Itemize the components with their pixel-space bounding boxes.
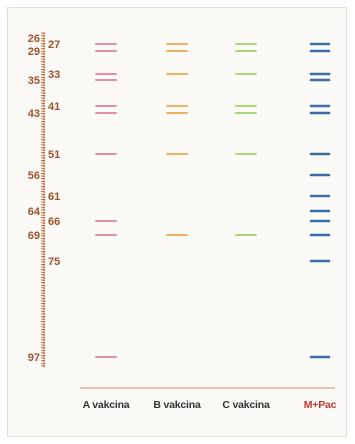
left-scale-label: 29 bbox=[28, 46, 40, 58]
left-scale-label: 97 bbox=[28, 352, 40, 364]
lane-label: B vakcina bbox=[153, 399, 201, 411]
diagram-panel bbox=[7, 7, 347, 437]
left-scale-label: 26 bbox=[28, 33, 40, 45]
right-scale-label: 33 bbox=[48, 69, 60, 81]
lane-label: M+Pac bbox=[303, 399, 337, 411]
left-scale-label: 69 bbox=[28, 230, 40, 242]
right-scale-label: 75 bbox=[48, 256, 60, 268]
left-scale-label: 56 bbox=[28, 170, 40, 182]
right-scale-label: 61 bbox=[48, 191, 60, 203]
left-scale-label: 43 bbox=[28, 108, 40, 120]
left-scale-label: 35 bbox=[28, 75, 40, 87]
lane-label: A vakcina bbox=[82, 399, 130, 411]
right-scale-label: 51 bbox=[48, 149, 60, 161]
right-scale-label: 27 bbox=[48, 39, 60, 51]
right-scale-label: 41 bbox=[48, 101, 60, 113]
left-scale-label: 64 bbox=[28, 206, 41, 218]
right-scale-label: 66 bbox=[48, 216, 60, 228]
lane-label: C vakcina bbox=[222, 399, 270, 411]
